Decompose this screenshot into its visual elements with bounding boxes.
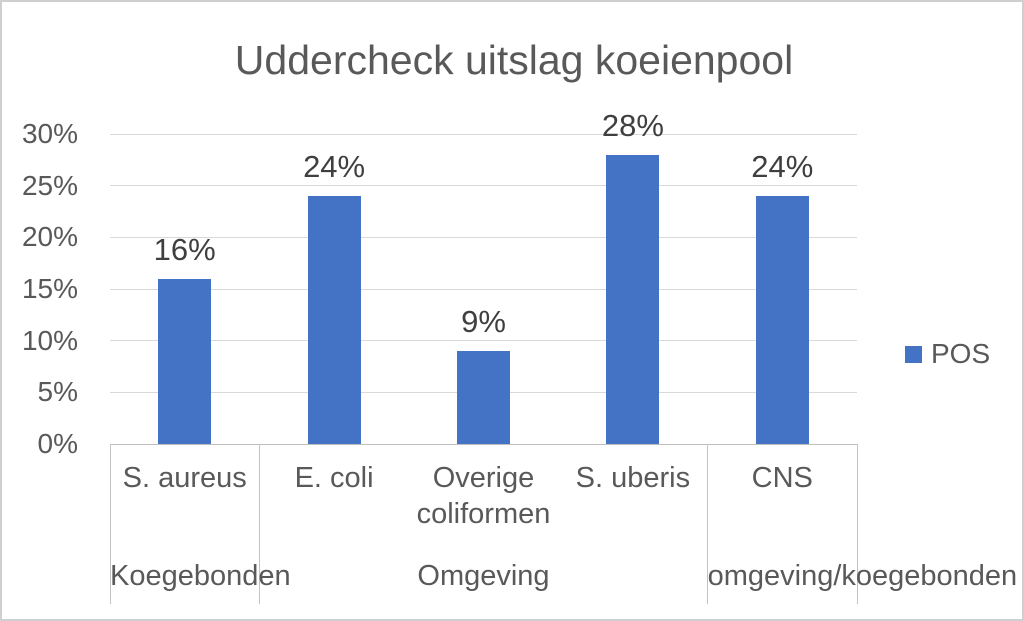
chart-title: Uddercheck uitslag koeienpool — [234, 37, 794, 83]
gridline — [110, 236, 857, 238]
y-tick-label: 10% — [21, 324, 78, 356]
y-tick-label: 5% — [37, 376, 78, 408]
gridline — [110, 288, 857, 290]
group-separator-line — [707, 444, 709, 604]
category-label: E. coli — [294, 462, 374, 494]
legend: POS — [905, 338, 990, 370]
category-label: S. aureus — [122, 462, 247, 494]
group-separator-line — [109, 444, 111, 604]
gridline — [110, 185, 857, 187]
bar — [457, 351, 510, 444]
gridline — [110, 340, 857, 342]
x-axis-line — [110, 443, 857, 445]
category-group-label: Omgeving — [417, 560, 550, 592]
category-label: S. uberis — [575, 462, 691, 494]
bar — [158, 278, 212, 444]
bar — [307, 196, 361, 444]
category-group-label: omgeving/koegebonden — [707, 560, 1018, 592]
group-separator-line — [258, 444, 260, 604]
category-group-label: Koegebonden — [110, 560, 291, 592]
y-tick-label: 20% — [21, 221, 78, 253]
bar-value-label: 16% — [153, 231, 216, 267]
gridline — [110, 133, 857, 135]
bar-value-label: 9% — [461, 304, 506, 339]
bar-value-label: 24% — [303, 149, 366, 184]
group-separator-line — [856, 444, 858, 604]
legend-label: POS — [931, 338, 991, 369]
bar-value-label: 24% — [751, 149, 814, 184]
plot-area: 16% 24% 9% 28% 24% — [110, 108, 857, 445]
bar-value-label: 28% — [601, 107, 664, 143]
category-label: CNS — [751, 462, 813, 494]
y-tick-label: 15% — [21, 273, 78, 304]
bar — [755, 196, 809, 444]
category-label: Overige coliformen — [416, 462, 551, 530]
legend-swatch-icon — [905, 345, 922, 363]
y-tick-label: 25% — [21, 169, 78, 201]
y-tick-label: 30% — [21, 118, 78, 149]
bar — [606, 154, 660, 444]
y-tick-label: 0% — [37, 428, 78, 459]
